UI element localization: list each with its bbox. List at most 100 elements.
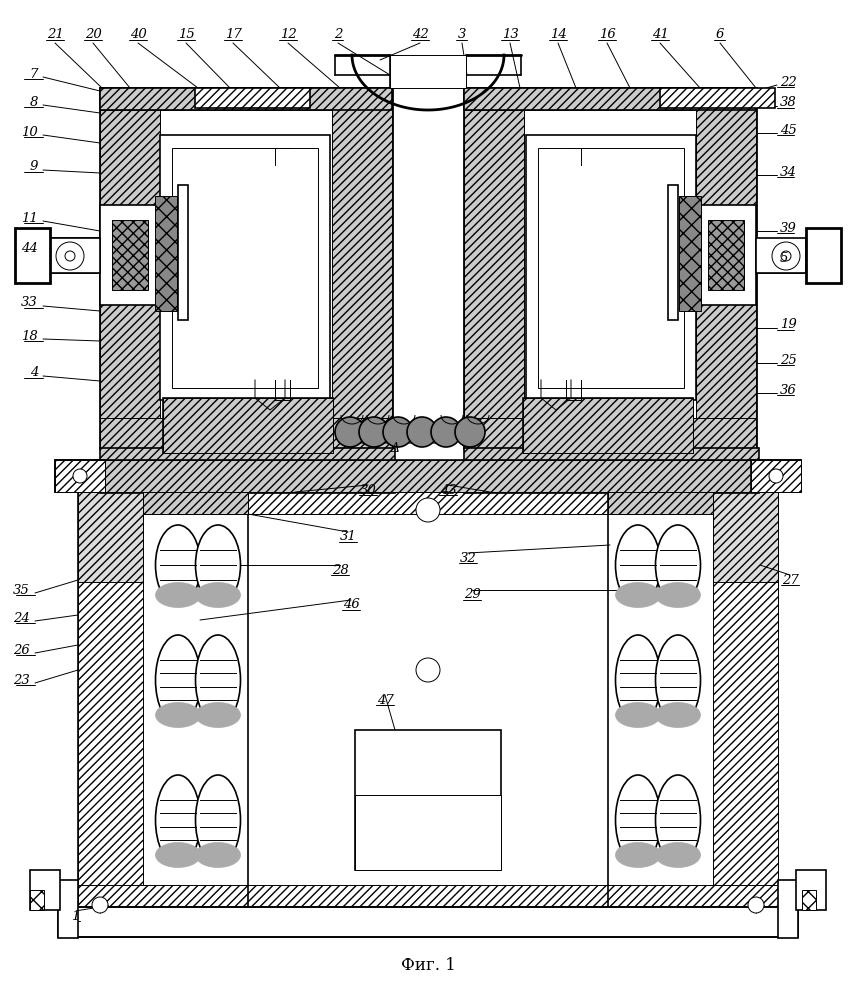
Bar bbox=[30, 870, 60, 910]
Circle shape bbox=[359, 417, 389, 447]
Text: 13: 13 bbox=[502, 29, 519, 42]
Bar bbox=[163, 398, 333, 453]
Text: 35: 35 bbox=[13, 583, 30, 596]
Ellipse shape bbox=[656, 582, 700, 607]
Text: 14: 14 bbox=[550, 29, 567, 42]
Text: 36: 36 bbox=[780, 384, 797, 397]
Text: 39: 39 bbox=[780, 222, 797, 235]
Ellipse shape bbox=[615, 702, 661, 727]
Ellipse shape bbox=[156, 842, 200, 867]
Bar bbox=[802, 890, 816, 910]
Text: 2: 2 bbox=[334, 29, 342, 42]
Text: 23: 23 bbox=[13, 673, 30, 686]
Bar bbox=[523, 398, 693, 453]
Text: 43: 43 bbox=[440, 484, 456, 497]
Ellipse shape bbox=[156, 702, 200, 727]
Ellipse shape bbox=[615, 525, 661, 605]
Bar bbox=[55, 460, 105, 492]
Bar bbox=[708, 220, 744, 290]
Bar bbox=[100, 88, 160, 448]
Ellipse shape bbox=[195, 582, 241, 607]
Text: Δ: Δ bbox=[390, 442, 400, 455]
Text: 12: 12 bbox=[280, 29, 296, 42]
Bar bbox=[538, 148, 684, 388]
Bar bbox=[58, 907, 798, 937]
Circle shape bbox=[407, 417, 437, 447]
Ellipse shape bbox=[195, 775, 241, 865]
Bar bbox=[100, 418, 392, 448]
Text: 26: 26 bbox=[13, 643, 30, 656]
Bar bbox=[100, 448, 395, 493]
Bar bbox=[464, 88, 756, 110]
Circle shape bbox=[92, 897, 108, 913]
Bar bbox=[58, 880, 78, 938]
Bar bbox=[160, 135, 330, 400]
Ellipse shape bbox=[615, 582, 661, 607]
Bar bbox=[751, 460, 801, 492]
Text: 11: 11 bbox=[21, 212, 38, 225]
Circle shape bbox=[335, 417, 365, 447]
Bar bbox=[696, 88, 756, 448]
Text: 46: 46 bbox=[342, 598, 360, 611]
Text: 29: 29 bbox=[464, 588, 480, 601]
Bar bbox=[163, 398, 333, 453]
Bar bbox=[143, 492, 248, 514]
Bar bbox=[464, 88, 756, 448]
Bar bbox=[78, 492, 143, 582]
Circle shape bbox=[73, 469, 87, 483]
Ellipse shape bbox=[156, 582, 200, 607]
Text: 38: 38 bbox=[780, 97, 797, 110]
Bar bbox=[100, 88, 392, 110]
Ellipse shape bbox=[156, 525, 200, 605]
Bar bbox=[55, 460, 105, 492]
Text: 44: 44 bbox=[21, 242, 38, 255]
Ellipse shape bbox=[156, 775, 200, 865]
Ellipse shape bbox=[156, 635, 200, 725]
Text: 21: 21 bbox=[46, 29, 63, 42]
Text: 33: 33 bbox=[21, 297, 38, 310]
Ellipse shape bbox=[656, 842, 700, 867]
Bar bbox=[679, 196, 701, 311]
Bar bbox=[713, 492, 778, 582]
Bar bbox=[608, 492, 713, 514]
Ellipse shape bbox=[195, 635, 241, 725]
Text: 19: 19 bbox=[780, 319, 797, 332]
Text: 9: 9 bbox=[30, 161, 38, 174]
Circle shape bbox=[56, 242, 84, 270]
Ellipse shape bbox=[656, 775, 700, 865]
Bar bbox=[195, 88, 310, 108]
Bar bbox=[778, 880, 798, 938]
Circle shape bbox=[455, 417, 485, 447]
Text: 47: 47 bbox=[377, 693, 394, 706]
Ellipse shape bbox=[615, 775, 661, 865]
Bar bbox=[100, 88, 392, 448]
Bar bbox=[100, 205, 160, 305]
Bar bbox=[523, 398, 693, 453]
Text: 25: 25 bbox=[780, 354, 797, 367]
Bar bbox=[756, 238, 806, 273]
Ellipse shape bbox=[615, 842, 661, 867]
Text: 22: 22 bbox=[780, 76, 797, 89]
Bar bbox=[332, 88, 392, 448]
Bar bbox=[713, 492, 778, 907]
Bar bbox=[751, 460, 801, 492]
Text: 30: 30 bbox=[360, 484, 377, 497]
Bar bbox=[668, 185, 678, 320]
Text: 40: 40 bbox=[129, 29, 146, 42]
Text: 45: 45 bbox=[780, 124, 797, 137]
Text: 32: 32 bbox=[460, 551, 477, 564]
Text: 17: 17 bbox=[224, 29, 241, 42]
Bar bbox=[78, 492, 778, 907]
Text: Фиг. 1: Фиг. 1 bbox=[401, 956, 455, 973]
Ellipse shape bbox=[195, 525, 241, 605]
Bar bbox=[178, 185, 188, 320]
Circle shape bbox=[383, 417, 413, 447]
Bar bbox=[15, 228, 50, 283]
Bar bbox=[112, 220, 148, 290]
Bar bbox=[78, 492, 143, 907]
Circle shape bbox=[781, 251, 791, 261]
Bar bbox=[806, 228, 841, 283]
Text: 27: 27 bbox=[782, 573, 799, 586]
Ellipse shape bbox=[615, 635, 661, 725]
Ellipse shape bbox=[656, 525, 700, 605]
